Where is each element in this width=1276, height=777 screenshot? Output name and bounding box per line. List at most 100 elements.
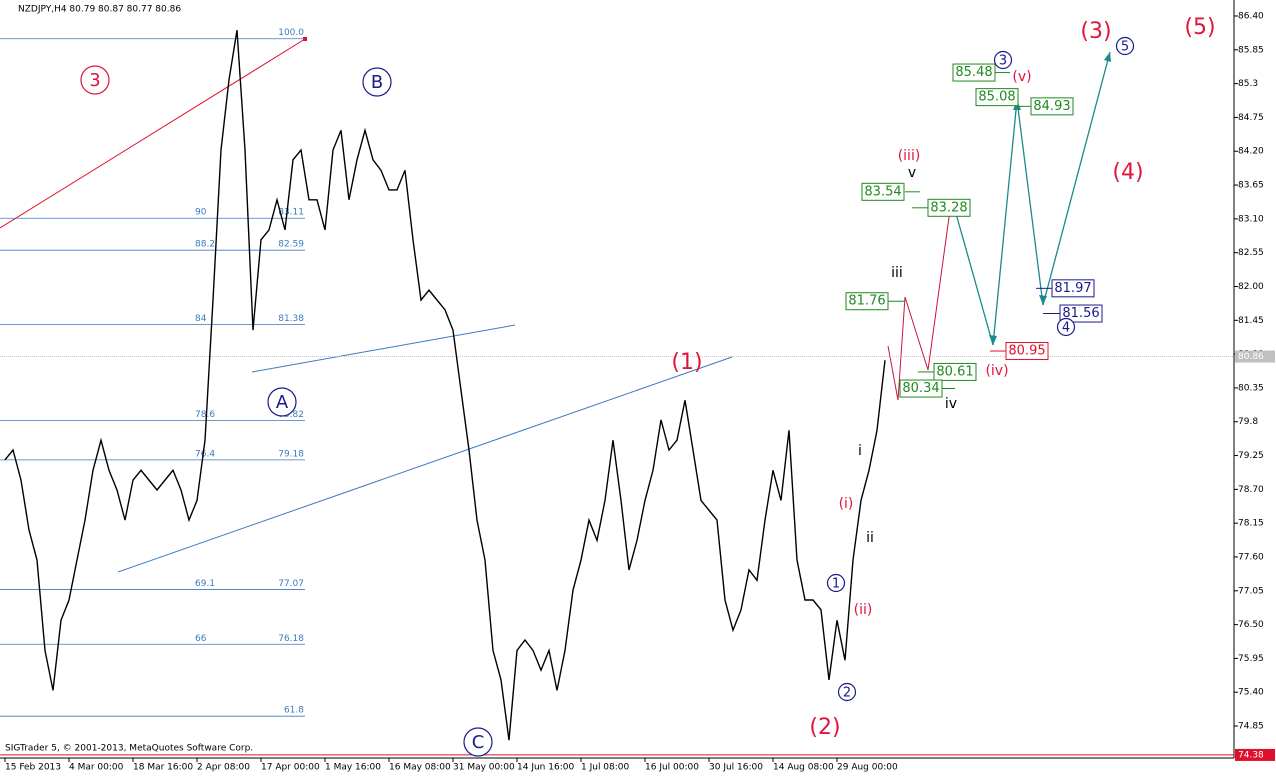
- wave-circle: [1056, 317, 1076, 337]
- y-tick-label: 82.00: [1238, 282, 1264, 292]
- wave-circle: [837, 682, 857, 702]
- price-box-label: 81.76: [848, 294, 885, 309]
- wave-circle: [993, 50, 1013, 70]
- chart-title: NZDJPY,H4 80.79 80.87 80.77 80.86: [18, 5, 181, 15]
- x-tick-label: 17 Apr 00:00: [261, 763, 320, 773]
- y-tick-label: 77.60: [1238, 552, 1264, 562]
- fib-ratio: 61.8: [284, 706, 304, 716]
- x-tick-label: 1 Jul 08:00: [581, 763, 630, 773]
- fib-ratio: 88.2: [195, 240, 215, 250]
- y-tick-label: 75.40: [1238, 688, 1264, 698]
- trend-line: [251, 324, 516, 373]
- wave-label: (2): [809, 715, 840, 740]
- wave-label: B: [371, 72, 383, 93]
- fib-price: 76.18: [278, 634, 304, 644]
- y-tick-label: 81.45: [1238, 316, 1264, 326]
- price-box-label: 85.08: [978, 90, 1015, 105]
- price-box: [1005, 342, 1049, 361]
- price-box-label: 80.61: [936, 364, 973, 379]
- price-box: [1059, 304, 1103, 323]
- fib-ratio: 66: [195, 634, 207, 644]
- x-tick-label: 29 Aug 00:00: [837, 763, 898, 773]
- x-tick-label: 16 May 08:00: [389, 763, 451, 773]
- y-tick-label: 77.05: [1238, 586, 1264, 596]
- price-box: [845, 292, 889, 311]
- x-tick-label: 18 Mar 16:00: [133, 763, 193, 773]
- x-tick-label: 14 Aug 08:00: [773, 763, 834, 773]
- x-tick-label: 16 Jul 00:00: [645, 763, 699, 773]
- price-box-label: 84.93: [1033, 99, 1070, 114]
- trend-line: [0, 38, 306, 229]
- projection-path: [887, 209, 951, 401]
- wave-label: (4): [1112, 160, 1143, 185]
- y-tick-label: 76.50: [1238, 620, 1264, 630]
- arrow-head: [989, 335, 997, 345]
- y-tick-label: 78.70: [1238, 485, 1264, 495]
- y-tick-label: 84.20: [1238, 147, 1264, 157]
- fib-ratio: 90: [195, 208, 207, 218]
- y-tick-label: 78.15: [1238, 519, 1264, 529]
- x-tick-label: 31 May 00:00: [453, 763, 515, 773]
- price-box: [933, 362, 977, 381]
- wave-label: (5): [1184, 15, 1215, 40]
- y-tick-label: 80.35: [1238, 383, 1264, 393]
- wave-circle: [362, 67, 392, 97]
- wave-label: iv: [945, 396, 957, 412]
- price-box-label: 83.28: [930, 200, 967, 215]
- x-tick-label: 4 Mar 00:00: [69, 763, 124, 773]
- wave-label: C: [472, 732, 485, 753]
- wave-label: 1: [832, 577, 840, 592]
- fib-price: 83.11: [278, 208, 304, 218]
- x-tick-label: 2 Apr 08:00: [197, 763, 250, 773]
- fib-ratio: 76.4: [195, 449, 215, 459]
- fib-price: 79.18: [278, 449, 304, 459]
- price-box: [952, 63, 996, 82]
- price-line: [4, 30, 886, 741]
- x-tick-label: 30 Jul 16:00: [709, 763, 763, 773]
- price-box-label: 81.56: [1062, 306, 1099, 321]
- wave-label: 4: [1062, 321, 1070, 336]
- wave-label: (iii): [898, 148, 921, 164]
- arrow-head: [1104, 52, 1111, 62]
- fib-price: 81.38: [278, 314, 304, 324]
- fib-ratio: 78.6: [195, 410, 215, 420]
- y-tick-label: 83.65: [1238, 181, 1264, 191]
- wave-circle: [80, 65, 110, 95]
- price-box-label: 81.97: [1054, 281, 1091, 296]
- y-tick-label: 79.25: [1238, 451, 1264, 461]
- wave-circle: [1115, 36, 1135, 56]
- y-tick-label: 79.8: [1238, 417, 1258, 427]
- wave-label: 2: [843, 686, 851, 701]
- wave-label: v: [908, 165, 916, 181]
- plot-layer: 86.40 85.85 85.3 84.75 84.20 83.65 83.10 82.55 8…: [0, 11, 1275, 773]
- price-box: [927, 198, 971, 217]
- wave-label: (1): [671, 350, 702, 375]
- y-tick-label: 86.40: [1238, 11, 1264, 21]
- price-box: [975, 88, 1019, 107]
- x-tick-label: 15 Feb 2013: [5, 763, 61, 773]
- y-tick-label: 74.85: [1238, 722, 1264, 732]
- fib-price: 77.07: [278, 579, 304, 589]
- x-tick-label: 14 Jun 16:00: [517, 763, 574, 773]
- y-tick-label: 85.85: [1238, 45, 1264, 55]
- wave-label: iii: [891, 265, 903, 281]
- fib-ratio: 69.1: [195, 579, 215, 589]
- y-tick-label: 84.75: [1238, 113, 1264, 123]
- wave-label: (v): [1012, 69, 1031, 85]
- wave-label: (3): [1080, 19, 1111, 44]
- fib-price: 82.59: [278, 240, 304, 250]
- price-box: [861, 182, 905, 201]
- wave-label: 3: [89, 70, 100, 91]
- wave-label: i: [858, 443, 862, 459]
- copyright: SIGTrader 5, © 2001-2013, MetaQuotes Sof…: [5, 744, 253, 754]
- low-line-label: 74.38: [1238, 750, 1264, 760]
- trend-line: [117, 356, 733, 573]
- wave-label: ii: [866, 530, 874, 546]
- wave-circle: [267, 387, 297, 417]
- x-tick-label: 1 May 16:00: [325, 763, 381, 773]
- wave-label: (iv): [985, 363, 1008, 379]
- price-box-label: 80.95: [1008, 344, 1045, 359]
- y-tick-label: 83.10: [1238, 214, 1264, 224]
- low-line-box: [1235, 748, 1275, 761]
